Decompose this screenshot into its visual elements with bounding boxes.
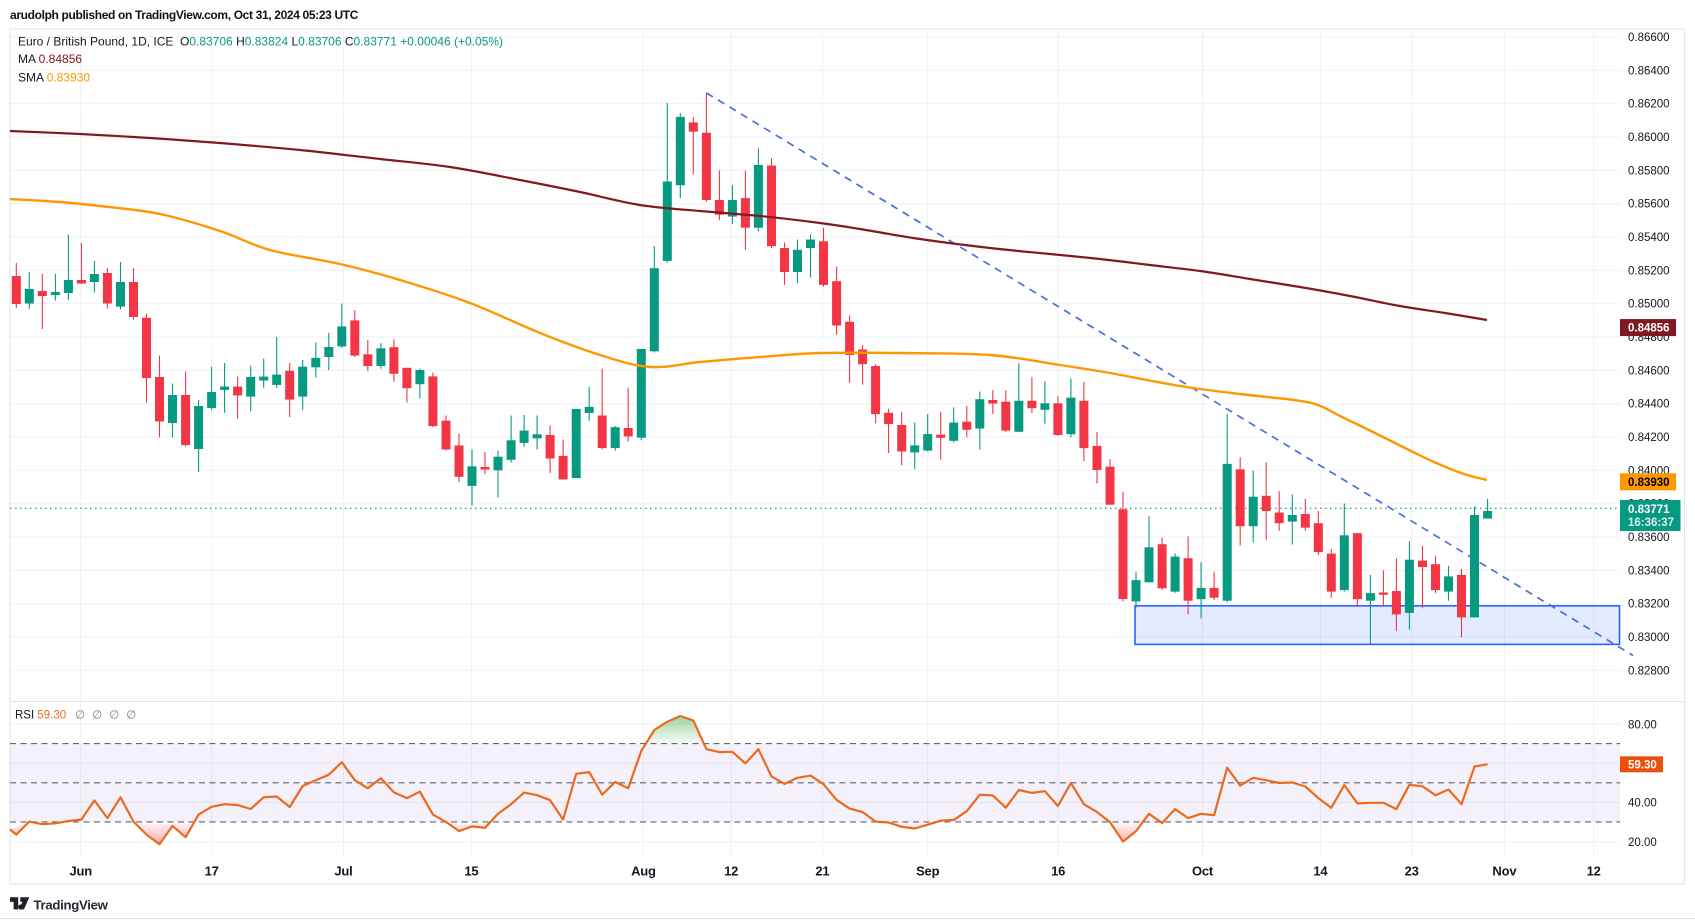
svg-text:0.86400: 0.86400: [1628, 65, 1670, 77]
svg-text:Jul: Jul: [334, 864, 352, 879]
svg-text:23: 23: [1405, 864, 1419, 879]
svg-text:15: 15: [464, 864, 478, 879]
svg-text:0.83000: 0.83000: [1628, 632, 1670, 644]
svg-text:0.85800: 0.85800: [1628, 165, 1670, 177]
svg-text:0.84400: 0.84400: [1628, 399, 1670, 411]
svg-text:40.00: 40.00: [1628, 798, 1657, 810]
svg-text:MA 0.84856: MA 0.84856: [18, 52, 82, 66]
svg-text:12: 12: [724, 864, 738, 879]
svg-text:0.82800: 0.82800: [1628, 665, 1670, 677]
svg-text:0.85200: 0.85200: [1628, 265, 1670, 277]
svg-text:0.86000: 0.86000: [1628, 132, 1670, 144]
svg-text:59.30: 59.30: [1628, 759, 1657, 771]
svg-text:0.84600: 0.84600: [1628, 365, 1670, 377]
svg-text:0.83600: 0.83600: [1628, 532, 1670, 544]
svg-text:Jun: Jun: [70, 864, 93, 879]
svg-text:0.86600: 0.86600: [1628, 32, 1670, 44]
svg-text:0.84200: 0.84200: [1628, 432, 1670, 444]
svg-text:0.83400: 0.83400: [1628, 565, 1670, 577]
svg-text:12: 12: [1587, 864, 1601, 879]
svg-text:0.83771: 0.83771: [1628, 504, 1670, 516]
svg-text:0.83930: 0.83930: [1628, 477, 1670, 489]
svg-text:Nov: Nov: [1492, 864, 1517, 879]
svg-text:O0.83706 H0.83824 L0.83706: O0.83706 H0.83824 L0.83706 C0.83771 +0.0…: [180, 35, 503, 49]
svg-text:TradingView: TradingView: [34, 897, 109, 912]
svg-text:16:36:37: 16:36:37: [1628, 517, 1674, 529]
svg-text:RSI 59.30∅∅∅∅: RSI 59.30 ∅ ∅ ∅ ∅: [15, 710, 136, 722]
svg-text:14: 14: [1313, 864, 1328, 879]
svg-text:Euro / British Pound, 1D, ICE: Euro / British Pound, 1D, ICE: [18, 35, 173, 49]
svg-text:17: 17: [205, 864, 219, 879]
svg-text:0.85600: 0.85600: [1628, 199, 1670, 211]
svg-text:0.84856: 0.84856: [1628, 323, 1670, 335]
svg-text:0.85000: 0.85000: [1628, 299, 1670, 311]
svg-text:Sep: Sep: [916, 864, 940, 879]
svg-text:0.85400: 0.85400: [1628, 232, 1670, 244]
svg-text:21: 21: [815, 864, 829, 879]
svg-text:20.00: 20.00: [1628, 837, 1657, 849]
svg-text:Oct: Oct: [1192, 864, 1214, 879]
svg-text:Aug: Aug: [631, 864, 656, 879]
svg-text:SMA 0.83930: SMA 0.83930: [18, 70, 90, 84]
svg-text:arudolph published on TradingV: arudolph published on TradingView.com, O…: [10, 8, 359, 22]
svg-text:0.86200: 0.86200: [1628, 99, 1670, 111]
svg-text:16: 16: [1051, 864, 1065, 879]
svg-text:0.83200: 0.83200: [1628, 599, 1670, 611]
svg-text:80.00: 80.00: [1628, 719, 1657, 731]
